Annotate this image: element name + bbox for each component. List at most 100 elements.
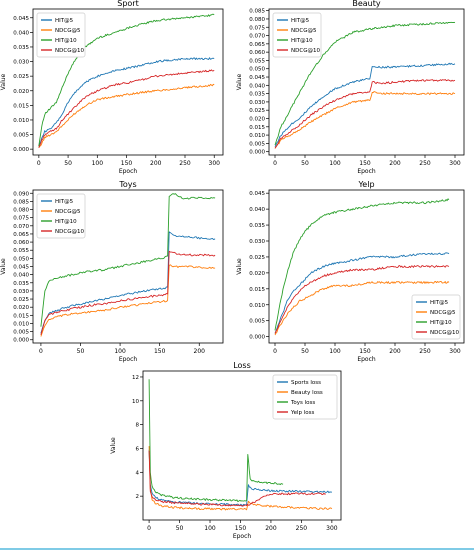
legend-label: HIT@5	[55, 18, 74, 24]
y-axis-label: Value	[236, 73, 243, 90]
y-tick-label: 0.085	[249, 9, 265, 15]
series-group	[274, 198, 450, 336]
page-bottom-rule	[0, 548, 474, 550]
y-tick-label: 0.010	[249, 133, 265, 139]
plot-frame	[142, 370, 342, 521]
x-tick-label: 150	[154, 348, 166, 355]
y-tick-label: 0.015	[13, 103, 29, 109]
x-axis-label: Epoch	[119, 168, 138, 175]
x-tick-label: 250	[296, 525, 308, 532]
y-tick-label: 0.070	[13, 224, 29, 230]
y-tick-label: 0.030	[13, 289, 29, 295]
y-axis-label: Value	[110, 437, 117, 454]
y-tick-label: 0.035	[249, 92, 265, 98]
series-line	[40, 250, 216, 336]
x-tick-label: 0	[147, 525, 151, 532]
series-line	[40, 231, 216, 334]
chart-yelp: Yelp 0 50 100 150 200 250 300 0.000 0.005 0.010 0.0…	[236, 180, 465, 363]
x-tick-label: 50	[77, 348, 85, 355]
plot-frame	[32, 8, 224, 156]
y-tick-label: 0.000	[249, 150, 265, 156]
y-tick-label: 0.070	[249, 34, 265, 40]
y-tick-label: 0.015	[249, 287, 265, 293]
legend-label: NDCG@10	[55, 229, 84, 235]
y-tick-label: 0.065	[249, 42, 265, 48]
series-line	[148, 379, 284, 503]
legend: Sports loss Beauty loss Toys loss Yelp loss	[272, 374, 338, 420]
legend-label: Toys loss	[290, 400, 315, 406]
x-axis-label: Epoch	[233, 533, 252, 540]
x-tick-label: 300	[209, 160, 221, 167]
x-tick-label: 200	[194, 348, 206, 355]
y-tick-label: 0.010	[13, 118, 29, 124]
series-line	[148, 446, 333, 511]
x-tick-label: 100	[92, 160, 104, 167]
y-tick-label: 2	[136, 494, 140, 500]
series-line	[274, 198, 450, 331]
y-tick-label: 0.030	[249, 239, 265, 245]
x-tick-label: 150	[359, 160, 371, 167]
y-tick-label: 0.015	[13, 313, 29, 319]
series-line	[274, 91, 456, 149]
y-tick-label: 0.035	[13, 281, 29, 287]
legend-label: HIT@5	[291, 18, 310, 24]
series-group	[148, 379, 333, 511]
y-tick-label: 0.005	[249, 141, 265, 147]
series-line	[274, 62, 456, 147]
y-tick-label: 0.025	[249, 108, 265, 114]
x-tick-label: 50	[64, 160, 72, 167]
legend-label: Beauty loss	[291, 390, 323, 396]
y-tick-label: 0.030	[13, 60, 29, 66]
y-tick-label: 0.055	[249, 58, 265, 64]
series-line	[274, 79, 456, 149]
legend-box	[411, 294, 461, 340]
x-tick-label: 50	[301, 348, 309, 355]
chart-title: Toys	[118, 180, 136, 189]
y-tick-label: 0.050	[13, 256, 29, 262]
y-tick-label: 0.045	[13, 16, 29, 22]
series-group	[40, 193, 216, 337]
y-tick-label: 0.050	[249, 67, 265, 73]
y-tick-label: 0.090	[13, 191, 29, 197]
y-tick-label: 0.045	[249, 75, 265, 81]
y-tick-label: 0.030	[249, 100, 265, 106]
x-tick-label: 150	[235, 525, 247, 532]
y-tick-label: 0.025	[13, 74, 29, 80]
x-tick-label: 100	[329, 160, 341, 167]
legend-box	[272, 12, 322, 58]
legend-label: NDCG@10	[430, 330, 459, 336]
legend: HIT@5 NDCG@5 HIT@10 NDCG@10	[272, 12, 322, 58]
series-line	[40, 193, 216, 327]
chart-title: Loss	[233, 361, 251, 370]
chart-loss: Loss 0 50 100 150 200 250 300 2 4 6 8 10 12 Epoch Value…	[110, 361, 342, 540]
y-tick-label: 0.075	[13, 216, 29, 222]
x-axis-label: Epoch	[357, 356, 376, 363]
x-tick-label: 300	[449, 348, 461, 355]
chart-title: Sport	[117, 0, 138, 8]
x-tick-label: 300	[326, 525, 338, 532]
legend: HIT@5 NDCG@5 HIT@10 NDCG@10	[36, 193, 86, 239]
y-tick-label: 0.005	[13, 330, 29, 336]
x-axis-label: Epoch	[119, 356, 138, 363]
series-line	[274, 265, 450, 334]
legend-label: Sports loss	[291, 380, 321, 386]
x-tick-label: 250	[419, 348, 431, 355]
y-tick-label: 0.010	[249, 303, 265, 309]
legend-label: NDCG@5	[291, 28, 317, 34]
y-tick-label: 0.060	[249, 50, 265, 56]
y-tick-label: 0.075	[249, 25, 265, 31]
y-axis-label: Value	[0, 258, 7, 275]
y-tick-label: 0.055	[13, 248, 29, 254]
y-tick-label: 0.000	[13, 147, 29, 153]
series-line	[274, 252, 450, 334]
chart-beauty: Beauty 0 50 100 150 200 250 300 0.000 0.005 0.010 0…	[236, 0, 465, 175]
x-tick-label: 0	[37, 160, 41, 167]
series-line	[274, 281, 450, 336]
chart-sport: Sport 0 50 100 150 200 250 300 0.000 0.005 0.010 0.…	[0, 0, 224, 175]
series-line	[148, 450, 326, 507]
x-tick-label: 50	[301, 160, 309, 167]
legend-label: HIT@5	[55, 199, 74, 205]
y-tick-label: 0.025	[13, 297, 29, 303]
series-line	[38, 13, 215, 147]
y-tick-label: 0.080	[13, 208, 29, 214]
